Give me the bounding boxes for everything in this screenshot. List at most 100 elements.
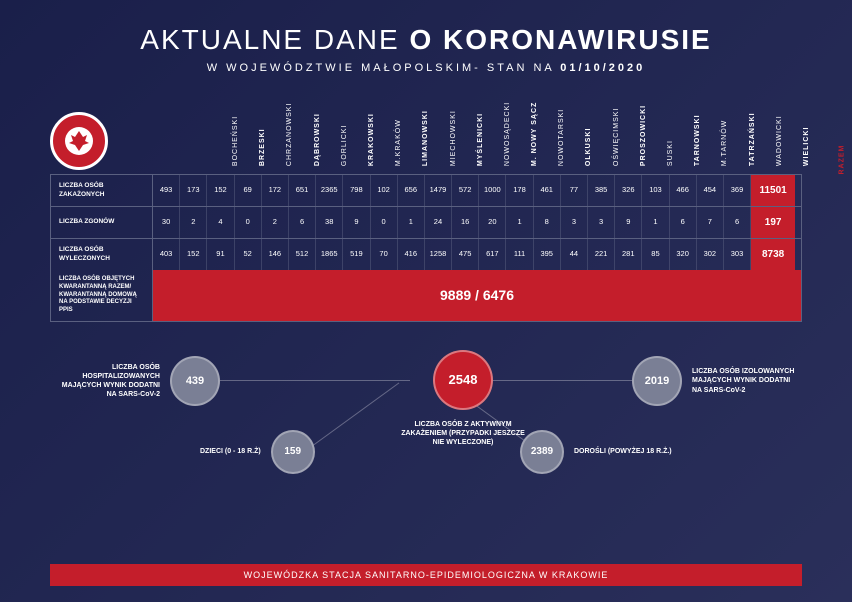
table-cell: 454	[697, 175, 724, 206]
table-cell: 103	[642, 175, 669, 206]
table-cell: 0	[371, 207, 398, 238]
subtitle: W WOJEWÓDZTWIE MAŁOPOLSKIM- STAN NA 01/1…	[0, 62, 852, 74]
table-cell: 52	[235, 239, 262, 270]
table-cell: 0	[235, 207, 262, 238]
column-headers: BOCHEŃSKIBRZESKICHRZANOWSKIDĄBROWSKIGORL…	[118, 82, 852, 170]
table-cell-total: 8738	[751, 239, 795, 270]
table-cell: 1000	[479, 175, 506, 206]
quarantine-label: LICZBA OSÓB OBJĘTYCH KWARANTANNĄ RAZEM/ …	[51, 270, 153, 321]
column-header: TATRZAŃSKI	[739, 143, 766, 170]
stat-label: LICZBA OSÓB Z AKTYWNYM ZAKAŻENIEM (PRZYP…	[398, 420, 528, 447]
stat-value: 159	[271, 430, 315, 474]
quarantine-value: 9889 / 6476	[153, 270, 801, 321]
table-cell: 173	[180, 175, 207, 206]
stats-diagram: LICZBA OSÓB HOSPITALIZOWANYCH MAJĄCYCH W…	[50, 350, 802, 520]
connector-line	[210, 380, 410, 381]
table-cell: 416	[398, 239, 425, 270]
column-header-total: RAZEM	[829, 135, 852, 179]
main-content: BOCHEŃSKIBRZESKICHRZANOWSKIDĄBROWSKIGORL…	[0, 82, 852, 520]
eagle-icon	[63, 125, 95, 157]
table-cell: 8	[534, 207, 561, 238]
table-cell: 221	[588, 239, 615, 270]
stat-active: 2548 LICZBA OSÓB Z AKTYWNYM ZAKAŻENIEM (…	[398, 350, 528, 447]
table-cell: 44	[561, 239, 588, 270]
stat-label: DZIECI (0 - 18 R.Ż)	[200, 447, 261, 456]
main-title: AKTUALNE DANE O KORONAWIRUSIE	[0, 24, 852, 56]
table-cell: 38	[316, 207, 343, 238]
table-cell: 798	[343, 175, 370, 206]
column-header: OLKUSKI	[576, 143, 603, 170]
table-cell: 651	[289, 175, 316, 206]
table-cell: 1	[642, 207, 669, 238]
table-cell: 519	[343, 239, 370, 270]
column-header: GORLICKI	[331, 143, 358, 170]
table-cell: 1258	[425, 239, 452, 270]
table-cell: 466	[670, 175, 697, 206]
logo-row: BOCHEŃSKIBRZESKICHRZANOWSKIDĄBROWSKIGORL…	[50, 82, 802, 170]
table-cell: 6	[289, 207, 316, 238]
table-cell: 102	[371, 175, 398, 206]
table-cell: 1865	[316, 239, 343, 270]
table-cell: 395	[534, 239, 561, 270]
table-row: LICZBA ZGONÓW302402638901241620183391676…	[51, 207, 801, 239]
table-cell: 403	[153, 239, 180, 270]
data-table: LICZBA OSÓB ZAKAŻONYCH493173152691726512…	[50, 174, 802, 322]
table-cell: 70	[371, 239, 398, 270]
table-cell: 16	[452, 207, 479, 238]
table-cell: 152	[207, 175, 234, 206]
table-cell: 111	[506, 239, 533, 270]
column-header: MYŚLENICKI	[467, 143, 494, 170]
column-header: CHRZANOWSKI	[276, 143, 303, 170]
table-cell: 6	[724, 207, 751, 238]
column-header: M.KRAKÓW	[385, 143, 412, 170]
stat-value: 439	[170, 356, 220, 406]
table-cell: 2	[180, 207, 207, 238]
table-cell: 326	[615, 175, 642, 206]
column-header: M.TARNÓW	[711, 143, 738, 170]
row-label: LICZBA ZGONÓW	[51, 207, 153, 238]
stat-adults: 2389 DOROŚLI (POWYŻEJ 18 R.Ż.)	[520, 430, 672, 474]
table-cell: 302	[697, 239, 724, 270]
table-cell: 146	[262, 239, 289, 270]
table-cell: 303	[724, 239, 751, 270]
column-header: NOWOSĄDECKI	[494, 143, 521, 170]
table-cell: 617	[479, 239, 506, 270]
subtitle-prefix: W WOJEWÓDZTWIE MAŁOPOLSKIM- STAN NA	[207, 62, 554, 74]
table-row: LICZBA OSÓB ZAKAŻONYCH493173152691726512…	[51, 175, 801, 207]
table-cell: 369	[724, 175, 751, 206]
connector-line	[306, 382, 400, 450]
table-cell: 30	[153, 207, 180, 238]
stat-isolated: 2019 LICZBA OSÓB IZOLOWANYCH MAJĄCYCH WY…	[632, 356, 802, 406]
column-header: OŚWIĘCIMSKI	[603, 143, 630, 170]
table-cell: 20	[479, 207, 506, 238]
table-cell: 77	[561, 175, 588, 206]
column-header: NOWOTARSKI	[548, 143, 575, 170]
table-cell: 172	[262, 175, 289, 206]
title-bold: O KORONAWIRUSIE	[409, 24, 711, 55]
stat-label: DOROŚLI (POWYŻEJ 18 R.Ż.)	[574, 447, 672, 456]
table-cell: 1	[506, 207, 533, 238]
table-cell: 7	[697, 207, 724, 238]
table-cell: 6	[670, 207, 697, 238]
table-cell: 475	[452, 239, 479, 270]
stat-value: 2019	[632, 356, 682, 406]
table-cell: 178	[506, 175, 533, 206]
table-cell: 4	[207, 207, 234, 238]
table-cell: 281	[615, 239, 642, 270]
table-cell: 9	[343, 207, 370, 238]
table-cell: 2365	[316, 175, 343, 206]
column-header: MIECHOWSKI	[440, 143, 467, 170]
column-header: BRZESKI	[249, 143, 276, 170]
column-header: M. NOWY SĄCZ	[521, 143, 548, 170]
table-cell: 461	[534, 175, 561, 206]
table-cell: 1479	[425, 175, 452, 206]
table-cell: 493	[153, 175, 180, 206]
quarantine-row: LICZBA OSÓB OBJĘTYCH KWARANTANNĄ RAZEM/ …	[51, 270, 801, 321]
table-cell: 85	[642, 239, 669, 270]
footer-bar: WOJEWÓDZKA STACJA SANITARNO-EPIDEMIOLOGI…	[50, 564, 802, 586]
table-cell: 320	[670, 239, 697, 270]
table-cell: 572	[452, 175, 479, 206]
stat-label: LICZBA OSÓB HOSPITALIZOWANYCH MAJĄCYCH W…	[50, 363, 160, 399]
column-header: LIMANOWSKI	[412, 143, 439, 170]
table-cell: 512	[289, 239, 316, 270]
